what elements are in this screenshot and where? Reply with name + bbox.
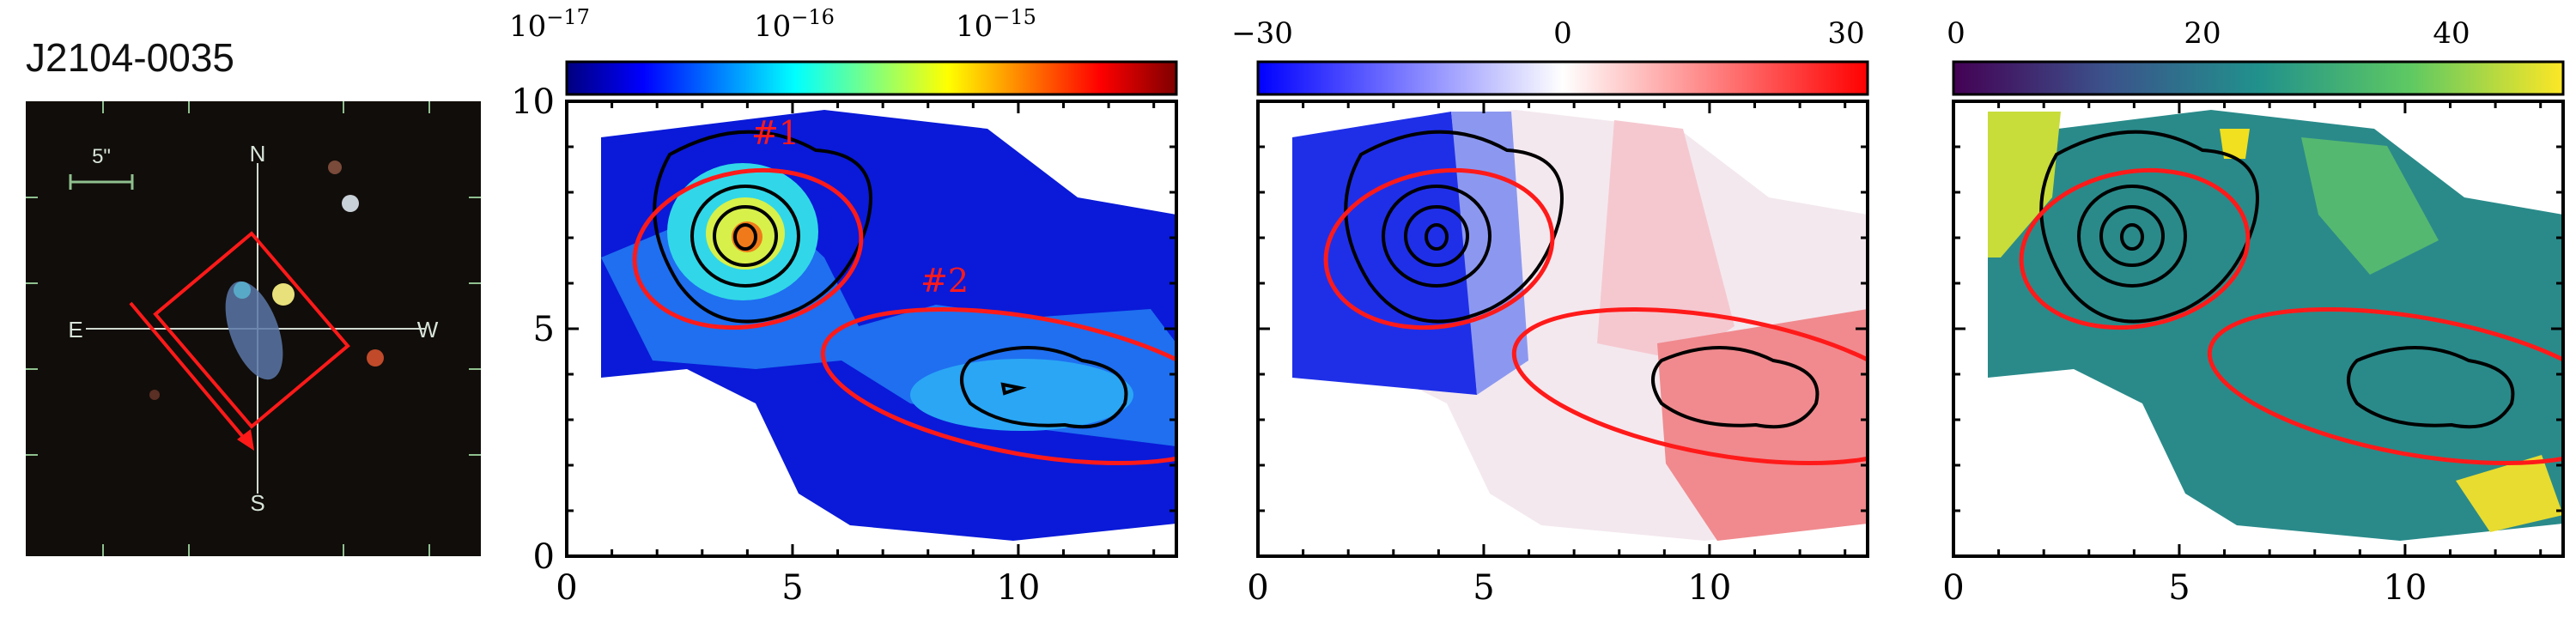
colorbar-flux <box>565 60 1178 96</box>
colorbar-tick-label: 0 <box>1947 16 1965 51</box>
flux-contours <box>653 130 1128 429</box>
y-tick-label: 0 <box>533 537 555 577</box>
aperture-ellipse-2 <box>2207 306 2563 466</box>
thumbnail-grid-ticks <box>26 101 481 556</box>
x-tick-label: 5 <box>1473 568 1494 608</box>
x-tick-label: 0 <box>556 568 577 608</box>
star-red <box>367 349 384 367</box>
colorbar-tick-label: 40 <box>2433 16 2470 51</box>
colorbar-tick-label: 10−17 <box>509 5 590 44</box>
aperture-ellipse-2 <box>1511 306 1868 466</box>
x-tick-label: 10 <box>1687 568 1731 608</box>
velocity-contours <box>1344 130 1820 429</box>
star-white <box>342 195 359 212</box>
colorbar-tick-label: 0 <box>1553 16 1572 51</box>
colorbar-velocity-ticks: −30 0 30 <box>1231 16 1865 51</box>
y-tick-label: 10 <box>511 82 555 122</box>
object-name: J2104-0035 <box>26 35 234 80</box>
galaxy-companion <box>272 283 295 306</box>
dispersion-map <box>1988 110 2563 541</box>
x-tick-label: 0 <box>1247 568 1268 608</box>
dispersion-high-left <box>1988 112 2061 258</box>
aperture-ellipse-2 <box>820 306 1176 466</box>
colorbar-dispersion-ticks: 0 20 40 <box>1947 16 2470 51</box>
y-tick-label: 5 <box>533 310 555 349</box>
faint-source <box>328 161 342 174</box>
region-label-1: #1 <box>751 114 799 152</box>
x-tick-label: 5 <box>781 568 803 608</box>
x-tick-label: 10 <box>996 568 1040 608</box>
colorbar-tick-label: 20 <box>2184 16 2221 51</box>
flux-knot-2 <box>910 359 1133 431</box>
x-tick-label: 5 <box>2168 568 2190 608</box>
dispersion-patch <box>2456 455 2563 532</box>
compass-north: N <box>250 141 266 167</box>
galaxy-main <box>225 281 283 380</box>
dispersion-mid-region <box>2301 137 2439 275</box>
velocity-map <box>1292 110 1868 541</box>
dispersion-patch <box>2220 129 2250 159</box>
colorbar-tick-label: −30 <box>1231 16 1293 51</box>
flux-map <box>601 110 1176 541</box>
slit-box <box>153 231 350 429</box>
flux-axes: 0 5 10 0 5 10 <box>511 82 1176 608</box>
region-label-2: #2 <box>920 262 969 300</box>
colorbar-dispersion <box>1952 60 2565 96</box>
faint-source <box>149 390 160 400</box>
aperture-ellipse-1 <box>1323 167 1555 330</box>
panel-dispersion: 0 20 40 0 5 10 <box>1942 16 2565 608</box>
colorbar-tick-label: 10−16 <box>754 5 835 44</box>
scale-bar <box>69 174 134 190</box>
velocity-pale-red <box>1597 120 1735 360</box>
x-tick-label: 10 <box>2383 568 2427 608</box>
colorbar-tick-label: 30 <box>1827 16 1864 51</box>
colorbar-velocity <box>1256 60 1869 96</box>
arrow-head <box>237 429 254 451</box>
aperture-ellipse-1 <box>2019 167 2251 330</box>
aperture-ellipse-1 <box>632 167 864 330</box>
colorbar-flux-ticks: 10−17 10−16 10−15 <box>509 5 1036 44</box>
panel-flux: 10−17 10−16 10−15 #1 #2 <box>509 5 1178 608</box>
velocity-axes: 0 5 10 <box>1247 100 1868 608</box>
colorbar-tick-label: 10−15 <box>956 5 1036 44</box>
galaxy-blue-knot <box>234 282 251 299</box>
scan-direction-arrow <box>129 301 249 444</box>
scale-bar-label: 5" <box>92 145 111 168</box>
compass-south: S <box>250 490 264 516</box>
compass-west: W <box>417 317 439 342</box>
dispersion-contours <box>2039 130 2515 429</box>
compass-east: E <box>68 317 82 342</box>
dispersion-axes: 0 5 10 <box>1942 100 2563 608</box>
panel-velocity: −30 0 30 0 5 10 <box>1231 16 1869 608</box>
x-tick-label: 0 <box>1942 568 1964 608</box>
sky-thumbnail: 5" N S E W <box>26 101 481 556</box>
